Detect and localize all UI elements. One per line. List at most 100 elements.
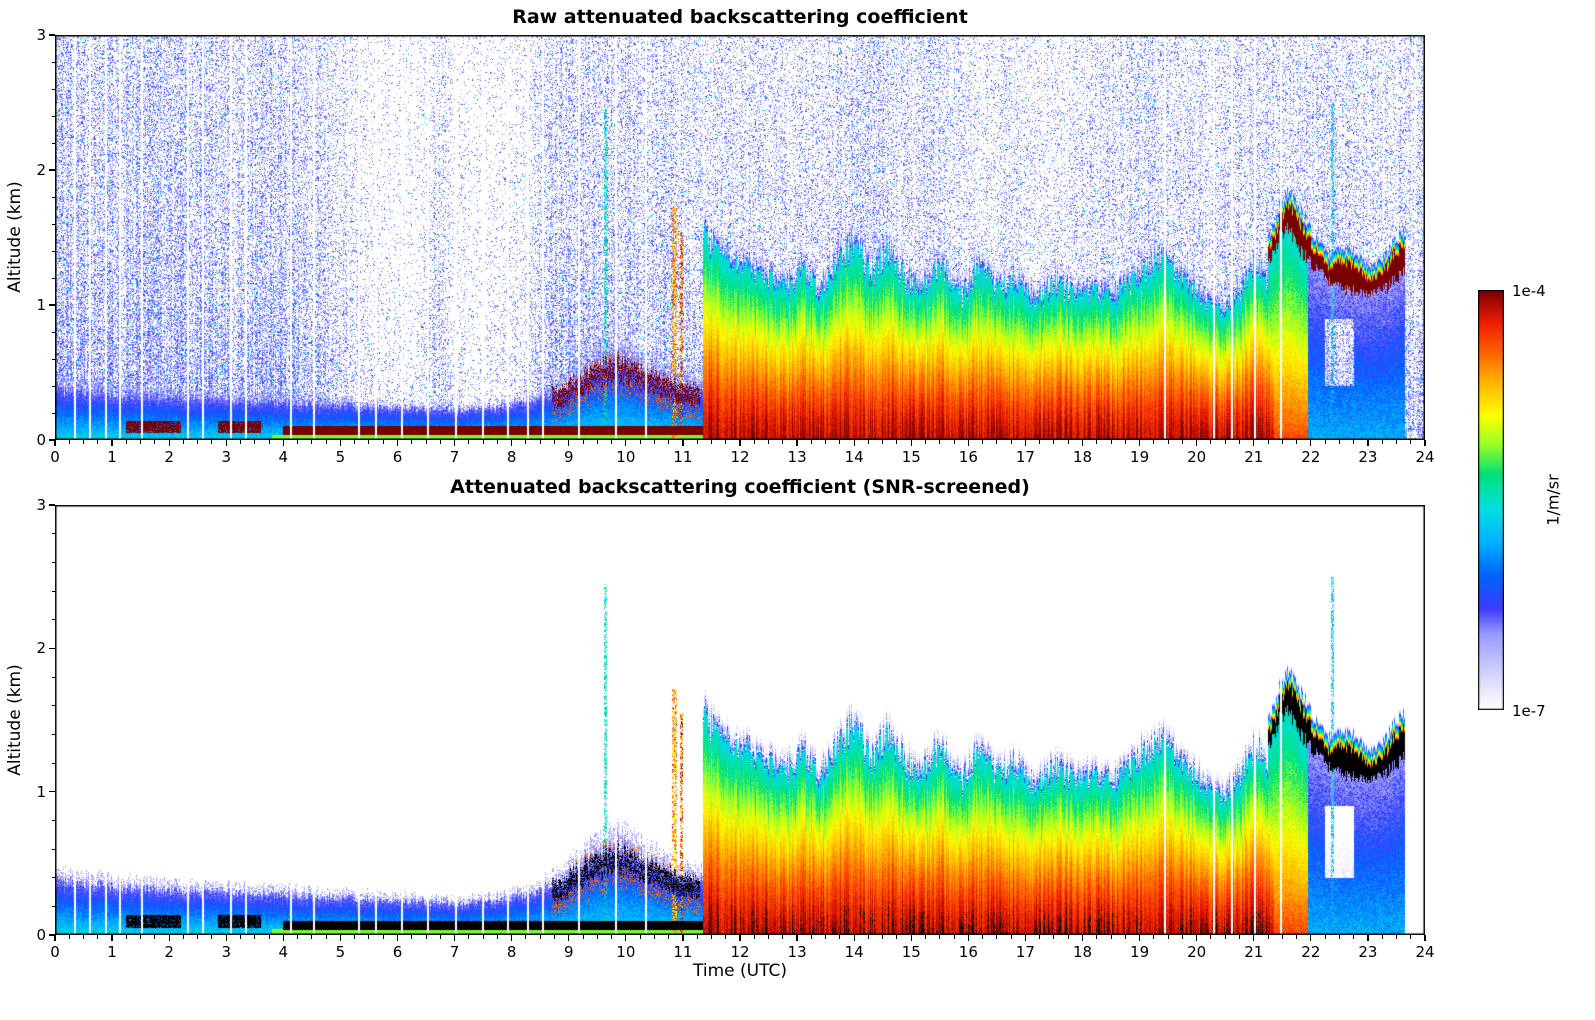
x-tick-label: 7 (449, 943, 460, 961)
x-major-tick (625, 440, 627, 446)
x-minor-tick (1096, 935, 1098, 939)
x-minor-tick (154, 935, 156, 939)
y-minor-tick (51, 561, 55, 563)
x-minor-tick (1224, 440, 1226, 444)
x-minor-tick (140, 440, 142, 444)
x-minor-tick (1153, 440, 1155, 444)
x-minor-tick (197, 440, 199, 444)
x-tick-label: 10 (616, 448, 636, 466)
x-minor-tick (939, 935, 941, 939)
y-minor-tick (51, 848, 55, 850)
x-minor-tick (83, 440, 85, 444)
x-minor-tick (982, 440, 984, 444)
x-tick-label: 16 (958, 943, 978, 961)
x-major-tick (54, 935, 56, 941)
x-tick-label: 15 (901, 943, 921, 961)
x-major-tick (1024, 440, 1026, 446)
y-minor-tick (51, 142, 55, 144)
y-major-tick (49, 304, 55, 306)
x-tick-label: 0 (50, 943, 60, 961)
x-minor-tick (125, 440, 127, 444)
x-minor-tick (411, 935, 413, 939)
x-minor-tick (468, 935, 470, 939)
x-tick-label: 2 (164, 448, 174, 466)
x-tick-label: 11 (673, 943, 693, 961)
colorbar-max-label: 1e-4 (1512, 282, 1546, 300)
x-minor-tick (882, 935, 884, 939)
x-tick-label: 19 (1130, 943, 1150, 961)
y-tick-label: 2 (36, 161, 46, 179)
x-tick-label: 18 (1072, 448, 1093, 466)
x-minor-tick (382, 440, 384, 444)
x-minor-tick (1381, 935, 1383, 939)
x-minor-tick (1410, 935, 1412, 939)
x-major-tick (568, 440, 570, 446)
x-minor-tick (939, 440, 941, 444)
x-tick-label: 6 (392, 448, 403, 466)
x-minor-tick (425, 440, 427, 444)
x-minor-tick (611, 935, 613, 939)
x-minor-tick (1053, 935, 1055, 939)
x-minor-tick (439, 440, 441, 444)
x-major-tick (796, 935, 798, 941)
y-major-tick (49, 169, 55, 171)
x-tick-label: 7 (449, 448, 460, 466)
y-major-tick (49, 439, 55, 441)
x-tick-label: 12 (730, 943, 750, 961)
y-tick-label: 2 (36, 639, 46, 658)
colorbar-min-label: 1e-7 (1512, 702, 1546, 720)
x-tick-label: 5 (335, 448, 346, 466)
x-minor-tick (311, 935, 313, 939)
x-major-tick (682, 935, 684, 941)
x-minor-tick (1238, 935, 1240, 939)
x-minor-tick (1281, 935, 1283, 939)
y-major-tick (49, 34, 55, 36)
x-major-tick (168, 440, 170, 446)
x-tick-label: 23 (1358, 943, 1378, 961)
x-minor-tick (1395, 440, 1397, 444)
x-minor-tick (596, 935, 598, 939)
x-tick-label: 8 (506, 943, 517, 961)
y-minor-tick (51, 762, 55, 764)
x-tick-label: 17 (1015, 448, 1035, 466)
x-minor-tick (325, 440, 327, 444)
x-minor-tick (867, 935, 869, 939)
x-minor-tick (482, 935, 484, 939)
x-major-tick (1253, 935, 1255, 941)
x-major-tick (1196, 440, 1198, 446)
x-major-tick (1310, 440, 1312, 446)
x-tick-label: 12 (730, 448, 750, 466)
x-minor-tick (825, 440, 827, 444)
x-major-tick (1253, 440, 1255, 446)
x-tick-label: 11 (673, 448, 693, 466)
y-minor-tick (51, 196, 55, 198)
x-tick-label: 3 (221, 448, 232, 466)
x-minor-tick (1053, 440, 1055, 444)
x-minor-tick (867, 440, 869, 444)
x-major-tick (225, 935, 227, 941)
x-major-tick (168, 935, 170, 941)
x-minor-tick (839, 440, 841, 444)
x-minor-tick (1281, 440, 1283, 444)
x-major-tick (625, 935, 627, 941)
y-minor-tick (51, 590, 55, 592)
x-minor-tick (482, 440, 484, 444)
x-minor-tick (125, 935, 127, 939)
x-minor-tick (468, 440, 470, 444)
x-minor-tick (953, 935, 955, 939)
x-tick-label: 21 (1244, 943, 1264, 961)
x-minor-tick (254, 935, 256, 939)
x-minor-tick (1067, 440, 1069, 444)
x-minor-tick (653, 935, 655, 939)
x-minor-tick (1224, 935, 1226, 939)
x-minor-tick (268, 935, 270, 939)
x-minor-tick (83, 935, 85, 939)
x-major-tick (910, 935, 912, 941)
y-axis-label-bottom: Altitude (km) (5, 664, 25, 776)
x-tick-label: 22 (1301, 448, 1321, 466)
y-tick-label: 1 (36, 296, 46, 314)
x-minor-tick (1324, 935, 1326, 939)
x-major-tick (396, 935, 399, 941)
x-minor-tick (1181, 440, 1183, 444)
x-minor-tick (539, 935, 541, 939)
